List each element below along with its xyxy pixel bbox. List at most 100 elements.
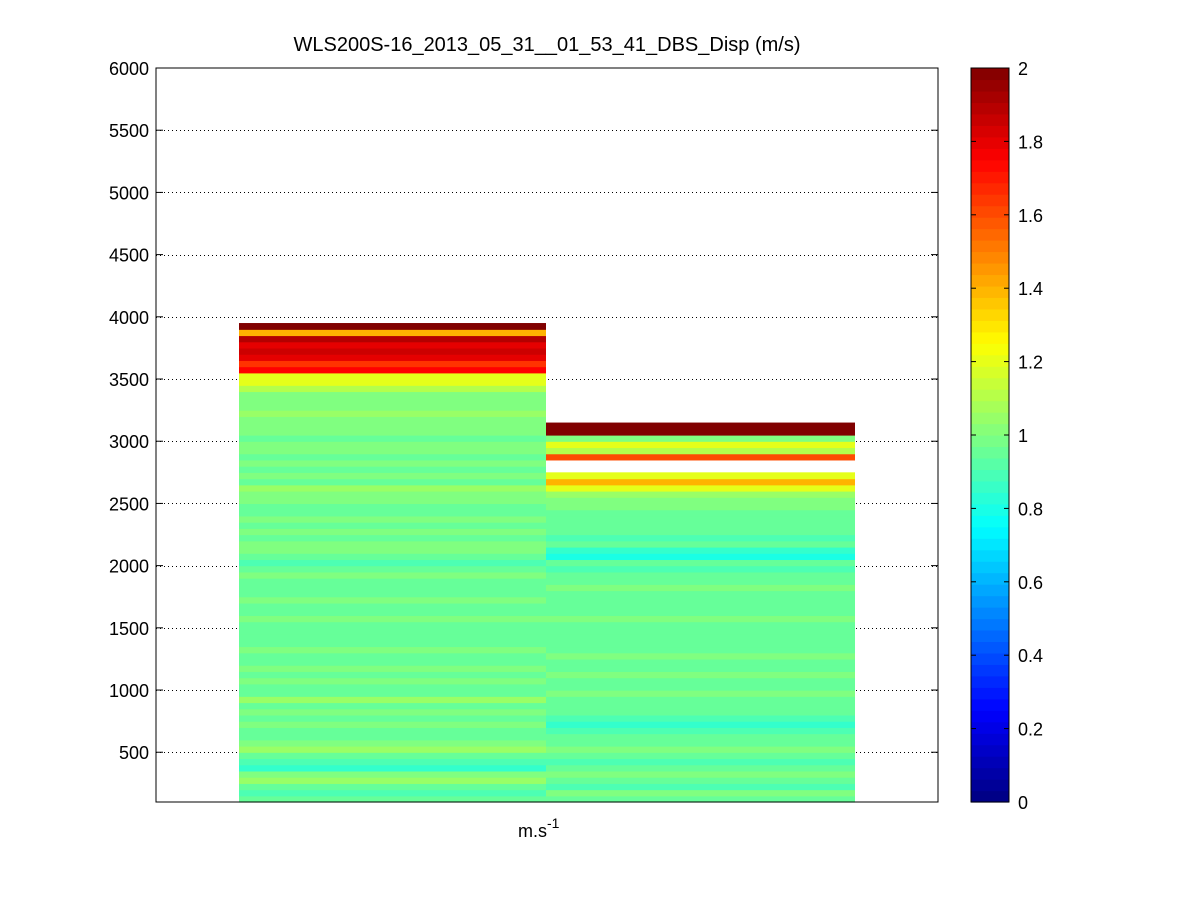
colorbar-band [971,664,1009,677]
heatmap-cell [239,733,546,741]
colorbar-band [971,629,1009,643]
colorbar-tick-label: 2 [1018,59,1028,79]
y-tick-label: 3000 [109,432,149,452]
heatmap-cell [239,708,546,716]
heatmap-cell [239,690,546,697]
colorbar-band [971,469,1009,482]
heatmap-cell [239,466,546,473]
heatmap-cell [546,503,855,511]
heatmap-cell [546,652,855,660]
colorbar-band [971,331,1009,344]
colorbar-tick-label: 1.8 [1018,132,1043,152]
heatmap-cell [546,789,855,797]
heatmap-cell [546,528,855,536]
heatmap-cell [239,615,546,623]
colorbar-band [971,171,1009,184]
colorbar-band [971,641,1009,654]
colorbar-band [971,698,1009,711]
heatmap-cell [239,490,546,498]
heatmap-cell [239,503,546,511]
colorbar-band [971,790,1009,803]
heatmap-cell [239,459,546,467]
heatmap-cell [239,347,546,355]
heatmap-cell [239,602,546,610]
colorbar-tick-label: 1.4 [1018,279,1043,299]
heatmap-cell [546,795,855,803]
colorbar-band [971,538,1009,551]
colorbar-band [971,251,1009,264]
heatmap-cell [239,509,546,517]
heatmap-cell [239,590,546,598]
heatmap-cell [239,335,546,343]
colorbar-band [971,526,1009,539]
heatmap-cell [546,522,855,529]
heatmap-cell [546,783,855,791]
heatmap-cell [546,739,855,747]
heatmap-cell [546,665,855,672]
colorbar-band [971,572,1009,585]
heatmap-cell [239,441,546,449]
colorbar-band [971,90,1009,104]
y-tick-label: 2000 [109,557,149,577]
y-tick-label: 6000 [109,59,149,79]
heatmap-cell [239,478,546,486]
heatmap-cell [239,397,546,405]
heatmap-cell [239,528,546,536]
heatmap-cell [546,571,855,579]
heatmap-cell [546,770,855,778]
heatmap-cell [546,640,855,648]
heatmap-cell [546,658,855,666]
heatmap-cell [546,683,855,691]
heatmap-cell [239,627,546,635]
heatmap-cell [546,497,855,505]
heatmap-cell [239,789,546,797]
colorbar-band [971,503,1009,516]
heatmap-cell [239,640,546,648]
heatmap-cell [546,490,855,498]
colorbar-band [971,240,1009,253]
colorbar-tick-label: 0.6 [1018,573,1043,593]
colorbar-band [971,125,1009,138]
y-tick-label: 4000 [109,308,149,328]
heatmap-cell [239,416,546,424]
colorbar-band [971,595,1009,608]
heatmap-cell [239,609,546,616]
colorbar-band [971,228,1009,241]
heatmap-cell [239,677,546,685]
colorbar-band [971,744,1009,757]
colorbar-band [971,308,1009,321]
colorbar-band [971,159,1009,172]
heatmap-cell [546,441,855,449]
heatmap-cell [546,671,855,679]
colorbar-band [971,285,1009,298]
y-tick-label: 500 [119,743,149,763]
heatmap-cell [239,770,546,778]
plot-frame [155,67,939,803]
colorbar-band [971,366,1009,379]
heatmap-cell [546,428,855,436]
colorbar-band [971,68,1009,81]
heatmap-cell [239,658,546,666]
colorbar-band [971,584,1009,597]
heatmap-cell [239,764,546,772]
heatmap-cell [546,540,855,548]
heatmap-cell [239,696,546,704]
colorbar-band [971,515,1009,528]
colorbar-band [971,492,1009,505]
heatmap-cell [546,509,855,517]
heatmap-cell [239,752,546,760]
colorbar-band [971,102,1009,115]
y-tick-label: 1000 [109,681,149,701]
heatmap-cell [239,329,546,337]
colorbar-band [971,549,1009,562]
x-axis-label: m.s-1 [518,815,560,841]
heatmap-cell [239,553,546,561]
heatmap-cell [239,534,546,542]
heatmap-cell [546,515,855,523]
heatmap-cell [546,708,855,716]
colorbar-band [971,136,1009,149]
heatmap-cell [546,733,855,741]
heatmap-cell [546,727,855,735]
heatmap-cell [239,354,546,361]
heatmap-cell [239,665,546,672]
